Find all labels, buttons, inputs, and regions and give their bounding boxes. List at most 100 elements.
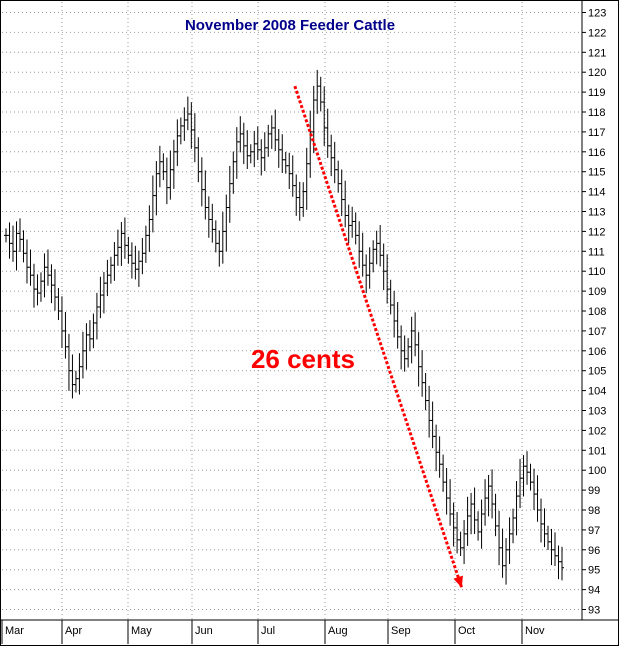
y-tick-label: 120 <box>588 67 606 79</box>
y-tick-label: 100 <box>588 465 606 477</box>
y-tick-label: 111 <box>588 246 605 258</box>
price-bar <box>45 249 50 286</box>
price-bar <box>402 335 407 372</box>
price-bar <box>189 102 194 149</box>
price-bar <box>329 134 334 177</box>
price-bar <box>84 323 89 370</box>
price-bar <box>294 174 299 216</box>
y-tick-label: 101 <box>588 445 606 457</box>
price-bar <box>399 325 404 370</box>
price-bar <box>213 220 218 253</box>
price-bar <box>17 218 22 252</box>
price-bar <box>28 249 33 286</box>
price-bar <box>287 152 292 190</box>
y-tick-label: 118 <box>588 107 606 119</box>
price-bar <box>42 253 47 298</box>
price-bar <box>210 203 215 243</box>
price-bar <box>339 169 344 217</box>
price-bar <box>546 525 551 550</box>
price-bar <box>560 546 564 581</box>
price-bar <box>388 279 393 315</box>
y-tick-label: 107 <box>588 326 606 338</box>
price-bar <box>437 436 442 478</box>
price-bar <box>4 228 8 243</box>
price-bar <box>525 451 530 485</box>
y-tick-label: 113 <box>588 207 606 219</box>
y-tick-label: 95 <box>588 565 600 577</box>
price-bar <box>7 222 12 259</box>
price-bar <box>343 180 348 228</box>
price-bar <box>203 170 208 220</box>
price-bar <box>535 475 540 522</box>
price-bar <box>553 532 558 567</box>
price-bar <box>385 254 390 304</box>
price-bar <box>514 481 519 536</box>
price-bar <box>497 510 502 566</box>
x-tick-label: Apr <box>65 625 82 637</box>
price-bar <box>458 531 463 556</box>
price-bar <box>304 147 309 210</box>
y-tick-label: 123 <box>588 8 606 20</box>
price-bar <box>500 528 505 578</box>
y-tick-label: 96 <box>588 545 600 557</box>
y-tick-label: 105 <box>588 366 606 378</box>
price-bar <box>87 320 92 352</box>
price-bar <box>255 126 260 161</box>
price-bar <box>108 256 113 284</box>
chart-title: November 2008 Feeder Cattle <box>185 17 395 34</box>
price-bar <box>360 232 365 277</box>
price-bar <box>122 217 127 259</box>
y-tick-label: 117 <box>588 127 606 139</box>
price-bar <box>332 141 337 184</box>
price-bar <box>518 458 523 509</box>
price-bar <box>273 109 278 152</box>
y-tick-label: 119 <box>588 87 606 99</box>
y-tick-label: 99 <box>588 485 600 497</box>
y-tick-label: 98 <box>588 505 600 517</box>
x-tick-label: Oct <box>458 625 475 637</box>
price-bar <box>70 354 75 399</box>
y-tick-label: 110 <box>588 266 606 278</box>
x-tick-label: Mar <box>5 625 24 637</box>
price-bar <box>224 194 229 252</box>
price-bar <box>416 332 421 387</box>
price-bar <box>374 230 379 265</box>
price-bar <box>80 331 85 379</box>
price-bar <box>409 316 414 364</box>
decline-arrow-head <box>453 575 463 588</box>
price-bar <box>168 150 173 200</box>
price-bar <box>308 110 313 178</box>
price-bar <box>392 290 397 338</box>
price-bar <box>367 247 372 289</box>
price-bar <box>140 237 145 275</box>
x-tick-label: Jun <box>195 625 213 637</box>
price-bar <box>423 372 428 411</box>
price-bar <box>192 113 197 163</box>
price-bar <box>154 161 159 216</box>
price-bar <box>322 86 327 146</box>
price-bar <box>126 236 131 264</box>
y-tick-label: 104 <box>588 386 606 398</box>
price-bar <box>217 230 222 267</box>
price-bar <box>56 288 61 321</box>
y-tick-label: 122 <box>588 27 606 39</box>
price-bar <box>556 545 561 580</box>
y-tick-label: 112 <box>588 226 606 238</box>
price-bars <box>4 69 564 585</box>
price-bar <box>325 108 330 158</box>
x-tick-label: Sep <box>391 625 411 637</box>
price-bar <box>77 353 82 395</box>
price-bar <box>448 479 453 526</box>
price-bar <box>73 370 78 393</box>
price-bar <box>476 511 481 541</box>
price-bar <box>14 221 19 271</box>
price-bar <box>290 155 295 197</box>
price-bar <box>469 492 474 535</box>
price-bar <box>241 122 246 165</box>
y-tick-label: 106 <box>588 346 606 358</box>
price-bar <box>353 212 358 245</box>
price-bar <box>507 517 512 564</box>
price-bar <box>462 520 467 565</box>
price-bar <box>175 119 180 166</box>
